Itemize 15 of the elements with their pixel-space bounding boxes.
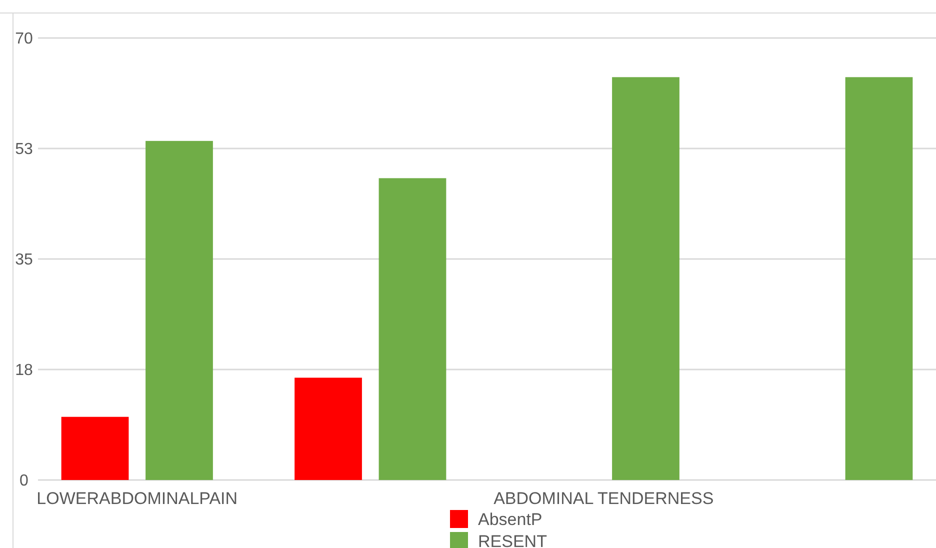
legend-label: AbsentP — [478, 510, 542, 529]
bar — [612, 77, 680, 480]
y-tick-label: 70 — [15, 30, 33, 48]
bar — [146, 140, 213, 480]
legend-label: RESENT — [478, 532, 547, 548]
bar — [61, 416, 129, 480]
y-tick-label: 0 — [20, 472, 29, 490]
bar — [378, 178, 446, 480]
y-tick-label: 35 — [15, 252, 33, 269]
x-tick-label: LOWERABDOMINALPAIN — [36, 489, 238, 508]
bar — [294, 378, 362, 480]
bar — [845, 77, 913, 480]
y-tick-label: 18 — [15, 362, 33, 380]
y-tick-label: 53 — [15, 141, 33, 158]
x-tick-label: ABDOMINAL TENDERNESS — [494, 489, 714, 508]
